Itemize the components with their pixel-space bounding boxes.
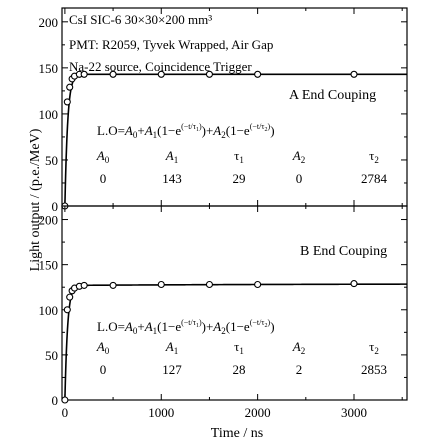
x-tick-label: 2000	[245, 405, 271, 420]
panel-a-header-a0: A0	[96, 148, 110, 165]
panel-a-end-coupling: 0 50 100 150 200 CsI SIC-6 30×30×200 mm³ PMT…	[39, 7, 408, 214]
panel-b-value-tau2: 2853	[361, 362, 387, 377]
header-line-3: Na-22 source, Coincidence Trigger	[69, 59, 252, 74]
panel-a-data-point	[205, 70, 213, 78]
panel-b-data-point	[254, 280, 262, 289]
panel-b-header-a0: A0	[96, 339, 110, 356]
panel-a-header-a2: A2	[292, 148, 305, 165]
panel-b-data-point	[205, 280, 213, 289]
panel-a-label: A End Couping	[289, 88, 376, 103]
panel-b-frame	[61, 205, 408, 401]
panel-b-y-tick-label: 50	[45, 348, 58, 363]
x-tick-label: 1000	[148, 405, 174, 420]
header-line-1: CsI SIC-6 30×30×200 mm³	[69, 12, 212, 27]
panel-b-data-point	[80, 281, 88, 289]
panel-a-data-point	[254, 70, 262, 78]
panel-a-y-ticks: 0 50 100 150 200	[39, 15, 407, 214]
panel-a-data-point	[66, 83, 74, 91]
panel-b-data-point	[63, 306, 71, 314]
panel-a-data-points	[61, 70, 358, 210]
panel-a-value-a1: 143	[162, 171, 182, 186]
panel-a-header-a1: A1	[165, 148, 178, 165]
panel-b-formula: L.O=A0+A1(1−e(−t/τ1))+A2(1−e(−t/τ2))	[97, 318, 275, 336]
panel-b-end-coupling: 0 50 100 150 200 0 1000 2000 3000 B End Couping…	[39, 205, 408, 420]
x-tick-label: 0	[62, 405, 69, 420]
panel-b-value-a0: 0	[100, 362, 107, 377]
panel-b-value-tau1: 28	[233, 362, 246, 377]
panel-a-data-point	[157, 70, 165, 78]
panel-b-data-point	[109, 281, 117, 289]
panel-b-y-tick-label: 0	[52, 393, 59, 408]
panel-a-value-a0: 0	[100, 171, 107, 186]
panel-a-value-tau1: 29	[233, 171, 246, 186]
panel-b-data-point	[66, 293, 74, 301]
panel-b-data-points	[61, 280, 358, 404]
panel-a-y-tick-label: 100	[39, 107, 59, 122]
panel-b-y-tick-label: 200	[39, 213, 59, 228]
panel-a-data-point	[80, 70, 88, 78]
panel-b-x-ticks: 0 1000 2000 3000	[62, 206, 403, 420]
panel-b-y-ticks: 0 50 100 150 200	[39, 213, 407, 408]
panel-b-header-a2: A2	[292, 339, 305, 356]
panel-a-header-tau1: τ1	[234, 148, 244, 165]
panel-b-value-a2: 2	[296, 362, 303, 377]
header-line-2: PMT: R2059, Tyvek Wrapped, Air Gap	[69, 37, 273, 52]
panel-b-data-point	[350, 280, 358, 288]
panel-a-data-point	[63, 98, 71, 106]
panel-a-value-tau2: 2784	[361, 171, 388, 186]
panel-b-y-tick-label: 100	[39, 303, 59, 318]
panel-b-data-point	[157, 280, 165, 289]
panel-a-y-tick-label: 0	[52, 199, 59, 214]
panel-b-header-tau2: τ2	[369, 339, 379, 356]
panel-b-header-tau1: τ1	[234, 339, 244, 356]
panel-a-formula: L.O=A0+A1(1−e(−t/τ1))+A2(1−e(−t/τ2))	[97, 122, 275, 140]
x-axis-title: Time / ns	[211, 426, 263, 441]
x-tick-label: 3000	[341, 405, 367, 420]
panel-a-data-point	[350, 70, 358, 78]
panel-a-data-point	[109, 70, 117, 78]
panel-a-header-tau2: τ2	[369, 148, 379, 165]
panel-b-data-point	[61, 396, 69, 404]
panel-a-value-a2: 0	[296, 171, 303, 186]
panel-b-label: B End Couping	[300, 244, 387, 259]
panel-a-y-tick-label: 50	[45, 153, 58, 168]
y-axis-title: Light output / (p.e./MeV)	[28, 128, 43, 271]
panel-a-y-tick-label: 200	[39, 15, 59, 30]
panel-b-y-tick-label: 150	[39, 258, 59, 273]
panel-a-y-tick-label: 150	[39, 61, 59, 76]
panel-b-header-a1: A1	[165, 339, 178, 356]
panel-b-value-a1: 127	[162, 362, 182, 377]
